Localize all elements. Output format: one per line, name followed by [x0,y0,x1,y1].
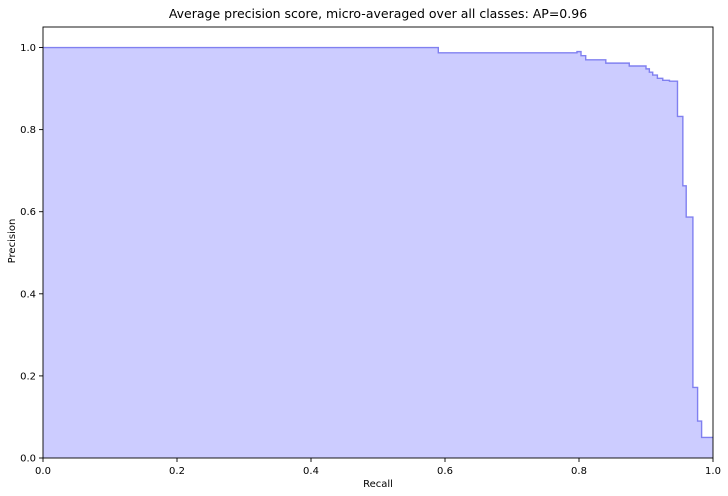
y-tick-label: 1.0 [20,43,36,54]
y-axis-label: Precision [7,219,18,264]
x-tick-label: 0.8 [571,466,587,477]
y-tick-label: 0.4 [20,289,36,300]
x-tick-label: 1.0 [705,466,721,477]
x-axis-label: Recall [363,479,393,490]
y-tick-label: 0.0 [20,454,36,465]
x-tick-label: 0.2 [169,466,185,477]
axes-frame [42,26,714,459]
x-tick-label: 0.6 [437,466,453,477]
x-tick-label: 0.4 [303,466,319,477]
pr-area-fill-0 [43,47,713,459]
chart-title: Average precision score, micro-averaged … [169,6,587,21]
x-tick-label: 0.0 [35,466,51,477]
y-tick-label: 0.2 [20,371,36,382]
pr-step-line-0 [43,46,713,439]
y-tick-label: 0.8 [20,125,36,136]
axes: 0.0 0.2 0.4 0.6 0.8 1.0 0.0 0.2 0.4 0.6 0.8 1.0 [20,26,721,477]
plot-area [43,46,713,459]
y-tick-label: 0.6 [20,207,36,218]
